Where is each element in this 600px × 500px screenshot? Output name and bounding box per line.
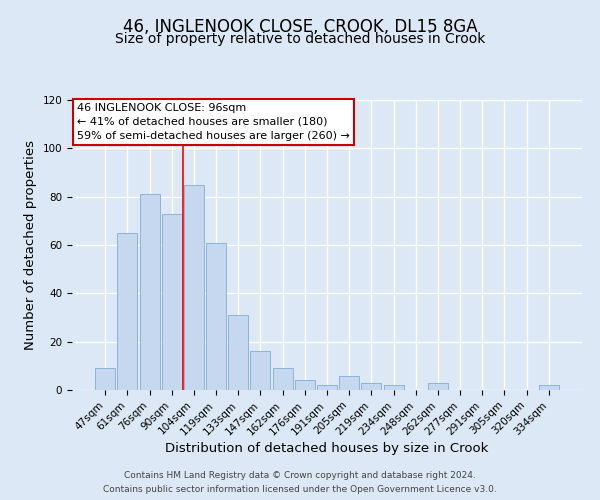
Text: Size of property relative to detached houses in Crook: Size of property relative to detached ho…: [115, 32, 485, 46]
Bar: [95, 368, 115, 390]
Bar: [118, 233, 137, 390]
Bar: [272, 368, 293, 390]
Bar: [428, 383, 448, 390]
Bar: [539, 385, 559, 390]
Bar: [317, 385, 337, 390]
Text: 46, INGLENOOK CLOSE, CROOK, DL15 8GA: 46, INGLENOOK CLOSE, CROOK, DL15 8GA: [122, 18, 478, 36]
Bar: [361, 383, 382, 390]
Bar: [228, 315, 248, 390]
Bar: [140, 194, 160, 390]
Text: Contains public sector information licensed under the Open Government Licence v3: Contains public sector information licen…: [103, 484, 497, 494]
X-axis label: Distribution of detached houses by size in Crook: Distribution of detached houses by size …: [166, 442, 488, 455]
Text: 46 INGLENOOK CLOSE: 96sqm
← 41% of detached houses are smaller (180)
59% of semi: 46 INGLENOOK CLOSE: 96sqm ← 41% of detac…: [77, 103, 350, 141]
Text: Contains HM Land Registry data © Crown copyright and database right 2024.: Contains HM Land Registry data © Crown c…: [124, 472, 476, 480]
Bar: [206, 242, 226, 390]
Bar: [339, 376, 359, 390]
Y-axis label: Number of detached properties: Number of detached properties: [24, 140, 37, 350]
Bar: [383, 385, 404, 390]
Bar: [250, 352, 271, 390]
Bar: [295, 380, 315, 390]
Bar: [184, 184, 204, 390]
Bar: [162, 214, 182, 390]
